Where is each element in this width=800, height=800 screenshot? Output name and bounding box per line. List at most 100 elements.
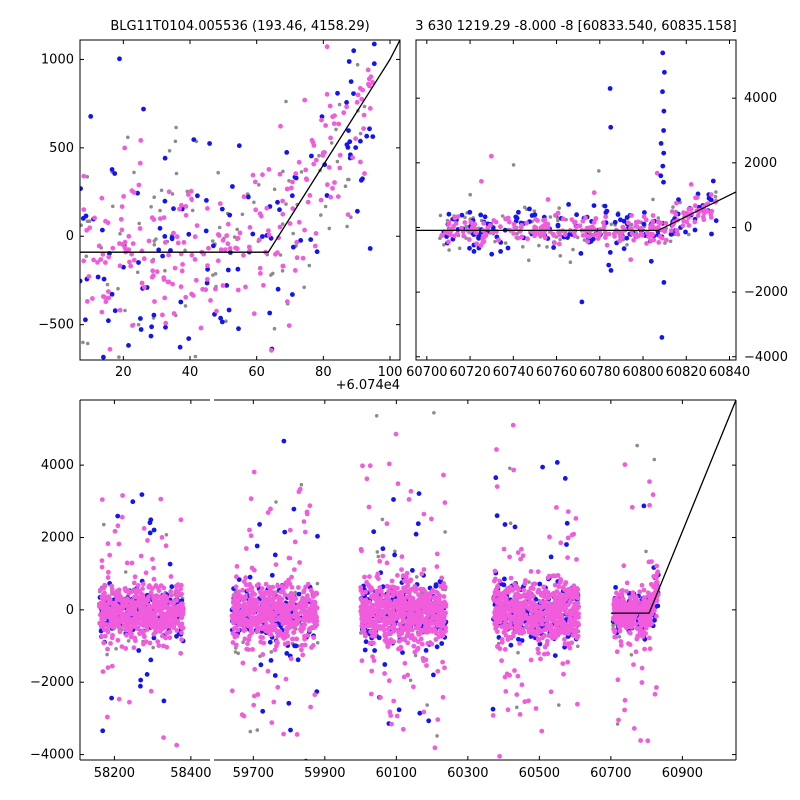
tr-point	[545, 225, 551, 231]
bt-point	[105, 652, 109, 657]
bt-point	[307, 503, 313, 509]
tl-point	[304, 177, 310, 183]
bt-point	[254, 617, 260, 623]
bt-point	[435, 668, 441, 674]
bt-point	[241, 640, 245, 644]
bt-point	[168, 592, 174, 598]
bt-point	[528, 569, 534, 574]
bt-point	[408, 488, 414, 494]
tl-point	[337, 152, 343, 158]
bt-point	[405, 579, 410, 585]
bt-point	[526, 629, 532, 635]
bt-point	[164, 630, 170, 636]
bt-point	[537, 581, 543, 587]
bt-point	[503, 689, 509, 694]
tr-point	[686, 223, 692, 228]
tl-point	[345, 224, 349, 229]
bt-point	[654, 563, 660, 569]
tr-point	[664, 237, 669, 243]
bt-point	[388, 640, 393, 646]
tl-point	[122, 245, 128, 251]
tr-point	[511, 163, 516, 167]
tl-point	[257, 265, 263, 271]
bt-point	[514, 621, 519, 627]
tl-point	[332, 180, 337, 185]
bt-point	[142, 623, 147, 628]
tr-point	[713, 218, 719, 224]
tr-ytick-label: 0	[744, 220, 752, 235]
bt-point	[279, 631, 284, 637]
bt-point	[161, 698, 167, 704]
tl-point	[149, 274, 155, 280]
bt-point	[269, 615, 275, 620]
bt-point	[283, 676, 289, 682]
bt-point	[384, 521, 390, 527]
tl-point	[110, 245, 116, 251]
tr-point	[532, 212, 538, 218]
bt-point	[499, 624, 504, 630]
tr-point	[606, 262, 612, 268]
bt-point	[381, 599, 387, 605]
bt-point	[389, 721, 394, 727]
tl-point	[343, 184, 348, 188]
tr-point	[560, 216, 566, 222]
tl-point	[277, 207, 282, 213]
bt-point	[292, 539, 298, 545]
tl-point	[193, 354, 198, 359]
tr-point	[533, 216, 538, 222]
bt-point	[288, 727, 293, 733]
tl-point	[84, 227, 90, 233]
tl-point	[186, 192, 191, 198]
bt-point	[362, 619, 368, 625]
tl-point	[345, 212, 351, 218]
tl-point	[235, 235, 241, 241]
tl-point	[272, 326, 277, 331]
tr-point	[615, 212, 621, 217]
bt-point	[272, 647, 278, 653]
bt-point	[564, 590, 570, 595]
bt-point	[159, 611, 165, 616]
tl-point	[138, 327, 144, 332]
bt-point	[544, 589, 550, 595]
bt-point	[545, 609, 551, 614]
tr-point	[597, 169, 601, 173]
bt-point	[519, 546, 524, 552]
bt-point	[174, 628, 180, 633]
bt-point	[385, 644, 391, 649]
bt-point	[175, 612, 181, 618]
tl-point	[188, 188, 194, 194]
bt-point	[536, 604, 541, 609]
tl-point	[358, 131, 363, 136]
bt-point	[269, 572, 275, 578]
bt-point	[302, 633, 307, 639]
bt-point	[378, 695, 383, 700]
bt-point	[360, 463, 365, 469]
tl-point	[101, 276, 107, 282]
bt-point	[164, 617, 169, 623]
bt-point	[562, 637, 567, 642]
bt-point	[292, 567, 297, 572]
bt-point	[562, 607, 567, 613]
bt-point	[653, 573, 659, 579]
tr-point	[702, 207, 707, 213]
tl-point	[236, 326, 241, 332]
bt-point	[168, 589, 174, 594]
bt-point	[139, 492, 145, 497]
bt-point	[129, 605, 135, 611]
tr-frame	[415, 39, 737, 361]
bt-point	[127, 620, 132, 626]
bt-point	[99, 605, 105, 611]
tl-point	[241, 252, 246, 258]
tr-point	[511, 221, 517, 227]
tr-point	[693, 195, 698, 201]
tl-point	[346, 59, 352, 64]
tl-point	[141, 106, 146, 112]
bt-point	[430, 602, 436, 608]
bt-point	[99, 497, 105, 502]
bt-point	[542, 601, 548, 606]
tl-point	[233, 245, 239, 251]
tr-point	[642, 210, 647, 215]
bt-point	[127, 630, 133, 636]
bt-point	[274, 500, 278, 504]
bt-point	[266, 584, 272, 590]
